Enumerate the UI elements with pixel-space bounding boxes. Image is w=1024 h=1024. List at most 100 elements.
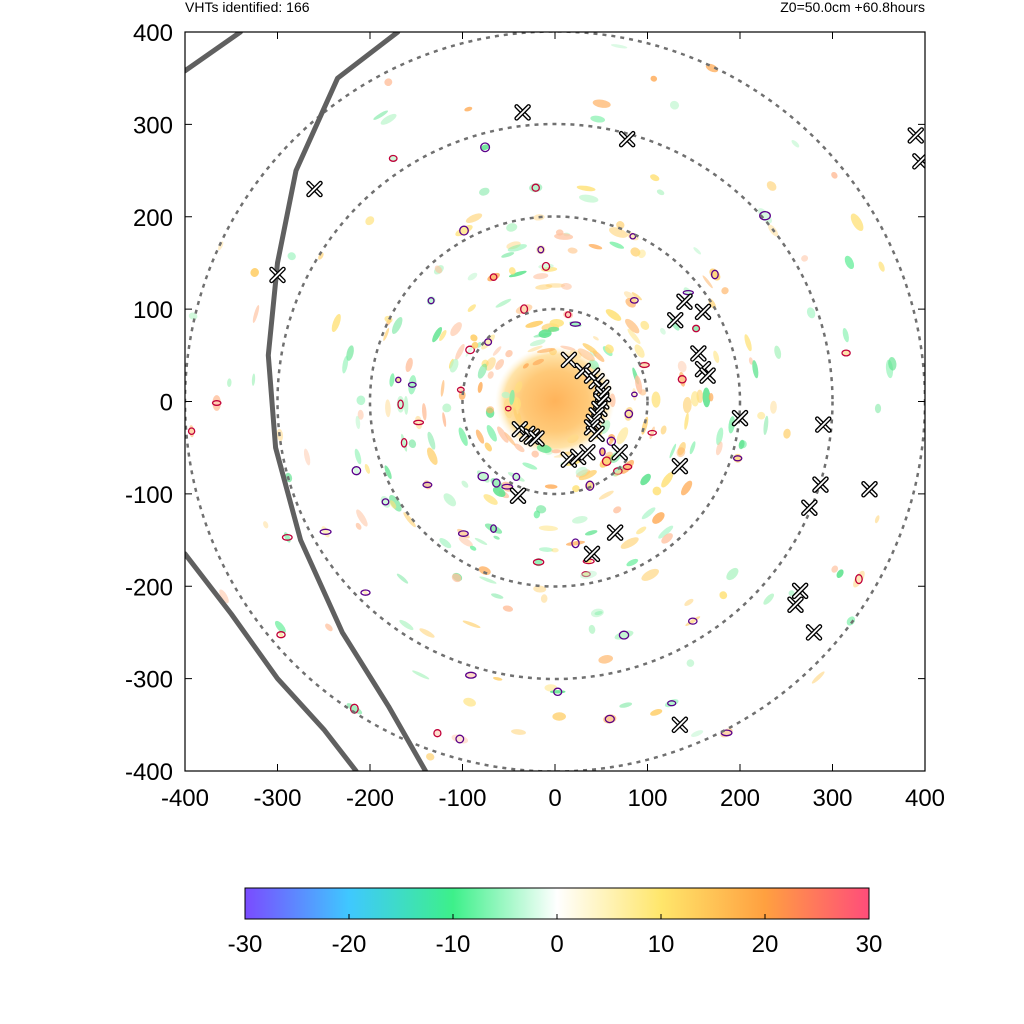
field-blob xyxy=(492,676,503,681)
field-blob xyxy=(481,334,495,350)
field-blob xyxy=(590,608,604,618)
contour-loop xyxy=(455,734,465,744)
field-blob xyxy=(702,387,711,408)
contour-loop xyxy=(427,297,435,305)
field-blob xyxy=(527,345,543,353)
field-blob xyxy=(384,78,393,87)
range-ring-300 xyxy=(276,122,834,681)
field-blob xyxy=(283,532,291,543)
field-blob xyxy=(515,304,533,314)
field-blob xyxy=(455,224,473,237)
contour-loop xyxy=(484,338,493,346)
field-blob xyxy=(357,409,364,420)
field-blob xyxy=(676,447,686,458)
contour-loop xyxy=(490,524,497,533)
field-blob xyxy=(487,371,494,379)
field-blob xyxy=(483,494,498,505)
contour-loop xyxy=(422,481,433,489)
y-tick-label: -300 xyxy=(125,667,173,694)
field-blob xyxy=(506,223,518,232)
contour-loop xyxy=(512,472,521,482)
field-blob xyxy=(303,448,311,466)
field-blob xyxy=(325,623,333,632)
vht-marker xyxy=(611,444,628,461)
field-blob xyxy=(478,566,491,575)
field-blob xyxy=(449,358,459,373)
field-blob xyxy=(641,568,659,581)
contour-loop xyxy=(569,321,582,327)
x-tick-label: 200 xyxy=(720,785,760,812)
field-blob xyxy=(770,400,777,414)
field-blob xyxy=(831,171,838,179)
contour-loop xyxy=(581,571,591,578)
y-tick-label: -200 xyxy=(125,574,173,601)
field-blob xyxy=(508,267,516,275)
field-blob xyxy=(551,548,559,553)
field-blob xyxy=(427,431,436,450)
vht-count-label: VHTs identified: 166 xyxy=(185,0,310,15)
field-blob xyxy=(692,325,700,332)
vht-marker xyxy=(269,266,286,284)
field-blob xyxy=(843,349,850,357)
field-blob xyxy=(635,375,643,395)
contour-loop xyxy=(710,269,719,280)
vht-marker xyxy=(787,596,804,613)
field-blob xyxy=(598,655,614,664)
field-blob xyxy=(467,272,478,281)
field-blob xyxy=(442,412,447,427)
field-blob xyxy=(513,406,522,424)
vht-marker xyxy=(791,582,809,600)
field-blob xyxy=(508,270,527,278)
field-blob xyxy=(565,540,586,546)
field-blob xyxy=(619,702,633,708)
field-blob xyxy=(758,208,772,224)
field-blob xyxy=(684,412,689,430)
field-blob xyxy=(342,355,349,374)
field-blob xyxy=(684,598,694,606)
field-blob xyxy=(576,185,596,192)
vht-marker xyxy=(699,367,716,384)
field-blob xyxy=(605,309,622,321)
field-blob xyxy=(551,449,562,454)
field-blob xyxy=(752,360,759,379)
field-blob xyxy=(575,466,588,477)
field-blob xyxy=(385,399,391,418)
field-blob xyxy=(592,99,611,108)
field-blob xyxy=(480,144,490,151)
field-blob xyxy=(451,734,469,744)
field-blob xyxy=(514,443,525,453)
field-blob xyxy=(609,241,625,249)
field-blob xyxy=(806,307,816,319)
x-tick-label: 100 xyxy=(627,785,667,812)
y-tick-label: 400 xyxy=(133,20,173,47)
contour-loop xyxy=(211,400,222,406)
field-blob xyxy=(640,320,650,330)
field-blob xyxy=(590,115,606,123)
contour-loop xyxy=(606,436,617,447)
field-blob xyxy=(540,594,548,603)
vht-marker xyxy=(606,524,624,541)
field-blob xyxy=(492,346,502,356)
field-blob xyxy=(791,139,800,148)
contour-loop xyxy=(759,210,771,221)
field-blob xyxy=(658,525,674,539)
field-blob xyxy=(544,484,558,489)
field-blob xyxy=(702,275,713,289)
vht-marker xyxy=(690,345,707,362)
coastline-west xyxy=(185,32,243,74)
field-blob xyxy=(577,348,595,362)
range-ring-100 xyxy=(461,307,649,496)
time-label: Z0=50.0cm +60.8hours xyxy=(780,0,925,15)
contour-loop xyxy=(532,558,545,566)
field-blob xyxy=(608,227,628,238)
field-blob xyxy=(493,535,500,540)
contour-loop xyxy=(480,142,491,153)
contour-loop xyxy=(647,429,658,436)
field-blob xyxy=(713,350,720,364)
contour-loop xyxy=(388,154,398,162)
vht-marker xyxy=(618,130,636,148)
field-blob xyxy=(505,349,513,358)
x-axis: -400 -300 -200 -100 0 100 200 300 400 xyxy=(161,32,945,812)
contour-loop xyxy=(187,427,196,436)
contour-loop xyxy=(692,324,701,333)
